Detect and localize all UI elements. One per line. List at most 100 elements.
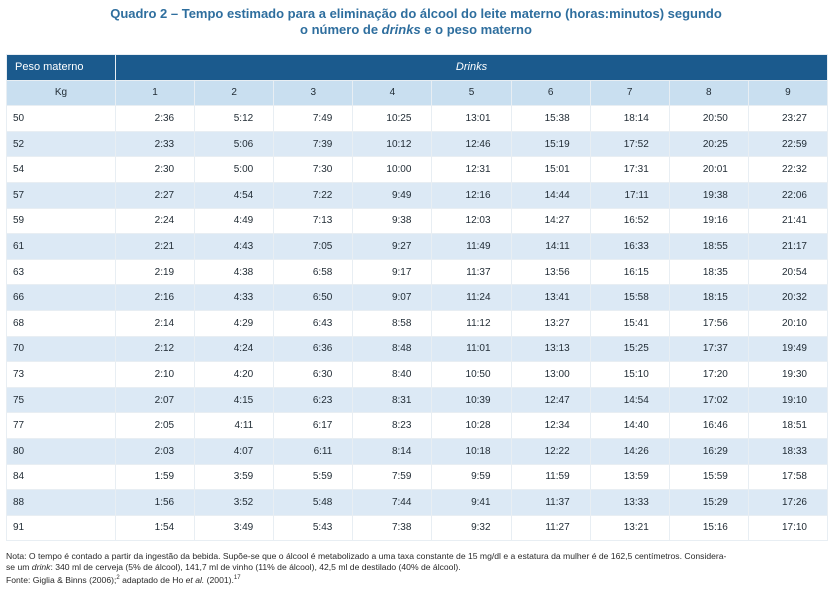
time-cell: 4:11 <box>194 412 275 439</box>
time-cell: 7:59 <box>352 463 433 491</box>
weight-cell: 57 <box>6 181 116 209</box>
title-line-2-prefix: o número de <box>300 22 382 37</box>
time-cell: 10:50 <box>431 361 512 388</box>
title-line-1: Quadro 2 – Tempo estimado para a elimina… <box>110 6 722 21</box>
time-cell: 4:29 <box>194 309 275 337</box>
time-cell: 17:52 <box>589 130 670 158</box>
table-row: 70 2:12 4:24 6:36 8:48 11:01 13:13 15:25 17:37 19… <box>6 335 829 363</box>
time-cell: 7:49 <box>273 105 354 132</box>
time-cell: 15:01 <box>510 156 591 183</box>
time-cell: 2:27 <box>114 181 196 209</box>
time-cell: 4:38 <box>194 258 275 286</box>
time-cell: 17:56 <box>668 309 749 337</box>
time-cell: 9:49 <box>352 181 433 209</box>
time-cell: 10:12 <box>352 130 433 158</box>
time-cell: 20:01 <box>668 156 749 183</box>
time-cell: 19:49 <box>747 335 829 363</box>
time-cell: 2:03 <box>114 437 196 465</box>
time-cell: 17:20 <box>668 361 749 388</box>
kg-header: Kg <box>6 79 116 107</box>
weight-cell: 91 <box>6 514 116 542</box>
time-cell: 17:02 <box>668 386 749 414</box>
time-cell: 6:43 <box>273 309 354 337</box>
time-cell: 7:13 <box>273 207 354 235</box>
time-cell: 7:30 <box>273 156 354 183</box>
time-cell: 15:25 <box>589 335 670 363</box>
time-cell: 5:48 <box>273 489 354 516</box>
time-cell: 17:31 <box>589 156 670 183</box>
time-cell: 16:46 <box>668 412 749 439</box>
time-cell: 20:50 <box>668 105 749 132</box>
weight-cell: 84 <box>6 463 116 491</box>
time-cell: 3:49 <box>194 514 275 542</box>
time-cell: 8:23 <box>352 412 433 439</box>
time-cell: 5:00 <box>194 156 275 183</box>
time-cell: 8:40 <box>352 361 433 388</box>
time-cell: 20:54 <box>747 258 829 286</box>
time-cell: 9:59 <box>431 463 512 491</box>
time-cell: 15:58 <box>589 284 670 311</box>
drink-number-header: 4 <box>352 79 433 107</box>
source-ref-2: 17 <box>233 575 241 581</box>
table-row: 88 1:56 3:52 5:48 7:44 9:41 11:37 13:33 15:29 17:… <box>6 489 829 516</box>
time-cell: 4:07 <box>194 437 275 465</box>
time-cell: 2:19 <box>114 258 196 286</box>
time-cell: 20:10 <box>747 309 829 337</box>
weight-cell: 73 <box>6 361 116 388</box>
time-cell: 9:32 <box>431 514 512 542</box>
table-row: 50 2:36 5:12 7:49 10:25 13:01 15:38 18:14 20:50 2… <box>6 105 829 132</box>
time-cell: 17:26 <box>747 489 829 516</box>
time-cell: 10:00 <box>352 156 433 183</box>
time-cell: 22:59 <box>747 130 829 158</box>
time-cell: 9:41 <box>431 489 512 516</box>
drinks-header: Drinks <box>115 54 828 81</box>
time-cell: 8:14 <box>352 437 433 465</box>
time-cell: 11:59 <box>510 463 591 491</box>
time-cell: 18:55 <box>668 233 749 260</box>
time-cell: 15:16 <box>668 514 749 542</box>
note-line-2-prefix: se um <box>6 562 32 572</box>
time-cell: 19:30 <box>747 361 829 388</box>
time-cell: 16:29 <box>668 437 749 465</box>
table-row: 57 2:27 4:54 7:22 9:49 12:16 14:44 17:11 19:38 22… <box>6 181 829 209</box>
table-row: 52 2:33 5:06 7:39 10:12 12:46 15:19 17:52 20:25 2… <box>6 130 829 158</box>
weight-cell: 80 <box>6 437 116 465</box>
time-cell: 18:15 <box>668 284 749 311</box>
time-cell: 11:37 <box>431 258 512 286</box>
time-cell: 7:44 <box>352 489 433 516</box>
time-cell: 2:10 <box>114 361 196 388</box>
time-cell: 13:59 <box>589 463 670 491</box>
source-mid: adaptado de Ho <box>119 574 186 585</box>
time-cell: 2:05 <box>114 412 196 439</box>
time-cell: 7:38 <box>352 514 433 542</box>
time-cell: 14:44 <box>510 181 591 209</box>
time-cell: 2:24 <box>114 207 196 235</box>
time-cell: 10:18 <box>431 437 512 465</box>
time-cell: 6:50 <box>273 284 354 311</box>
weight-cell: 66 <box>6 284 116 311</box>
table-note: Nota: O tempo é contado a partir da inge… <box>6 551 828 586</box>
table-row: 73 2:10 4:20 6:30 8:40 10:50 13:00 15:10 17:20 19… <box>6 361 829 388</box>
weight-cell: 61 <box>6 233 116 260</box>
time-cell: 4:24 <box>194 335 275 363</box>
header-row-secondary: Kg 1 2 3 4 5 6 7 8 9 <box>6 79 829 107</box>
table-row: 77 2:05 4:11 6:17 8:23 10:28 12:34 14:40 16:46 18… <box>6 412 829 439</box>
time-cell: 8:48 <box>352 335 433 363</box>
table-row: 54 2:30 5:00 7:30 10:00 12:31 15:01 17:31 20:01 2… <box>6 156 829 183</box>
weight-cell: 54 <box>6 156 116 183</box>
time-cell: 13:33 <box>589 489 670 516</box>
time-cell: 5:06 <box>194 130 275 158</box>
time-cell: 1:59 <box>114 463 196 491</box>
time-cell: 17:11 <box>589 181 670 209</box>
table-body: 50 2:36 5:12 7:49 10:25 13:01 15:38 18:14 20:50 2… <box>6 105 829 542</box>
time-cell: 15:29 <box>668 489 749 516</box>
time-cell: 9:27 <box>352 233 433 260</box>
time-cell: 6:11 <box>273 437 354 465</box>
time-cell: 12:34 <box>510 412 591 439</box>
time-cell: 11:01 <box>431 335 512 363</box>
time-cell: 9:07 <box>352 284 433 311</box>
time-cell: 6:23 <box>273 386 354 414</box>
title-line-2-emphasis: drinks <box>381 22 421 37</box>
note-line-2-emphasis: drink <box>31 562 51 572</box>
time-cell: 4:20 <box>194 361 275 388</box>
